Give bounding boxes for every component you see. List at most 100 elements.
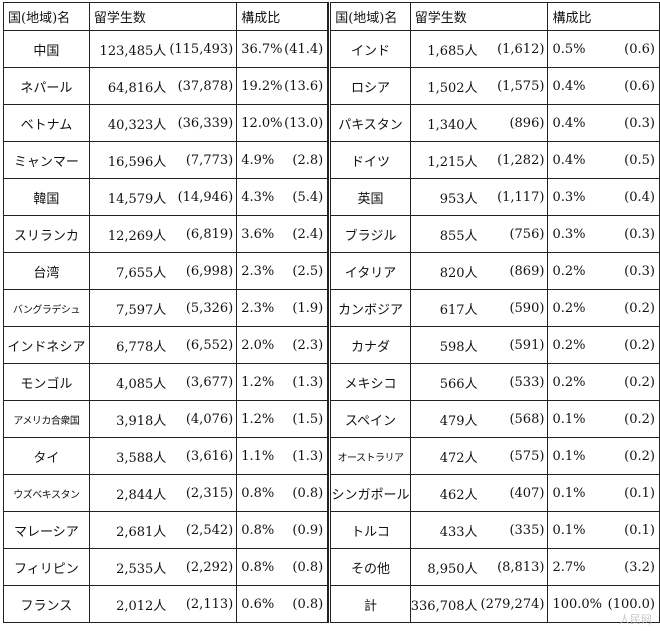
table-row: その他 8,950人 (8,813) 2.7% (3.2) [331,548,660,586]
table-row: 韓国 14,579人 (14,946) 4.3% (5.4) [3,178,329,216]
country-cell: インドネシア [3,326,90,364]
share-cell: 0.8% [236,474,283,512]
student-count-cell: 64,816人 [88,67,170,105]
share-cell: 0.1% [547,400,608,438]
table-row: 台湾 7,655人 (6,998) 2.3% (2.5) [3,252,329,290]
student-count-cell: 7,655人 [88,252,170,290]
table-row: ブラジル 855人 (756) 0.3% (0.3) [331,215,660,253]
country-cell: ミャンマー [3,141,90,179]
table-header-row: 国(地域)名 留学生数 構成比 [3,2,329,31]
share-cell: 2.3% [236,252,283,290]
country-cell: シンガポール [331,474,411,512]
previous-count-cell: (1,612) [480,30,549,68]
student-count-cell: 40,323人 [88,104,170,142]
previous-share-cell: (0.8) [282,585,329,623]
header-share-blank [282,2,329,31]
share-cell: 4.3% [236,178,283,216]
header-country: 国(地域)名 [331,2,411,31]
previous-share-cell: (0.6) [607,67,660,105]
country-cell: イタリア [331,252,411,290]
student-count-cell: 2,681人 [88,511,170,549]
country-cell: トルコ [331,511,411,549]
previous-share-cell: (2.5) [282,252,329,290]
table-row: パキスタン 1,340人 (896) 0.4% (0.3) [331,104,660,142]
previous-share-cell: (0.4) [607,178,660,216]
previous-count-cell: (2,292) [169,548,238,586]
country-cell: インド [331,30,411,68]
student-count-cell: 336,708人 [409,585,481,623]
table-row: スリランカ 12,269人 (6,819) 3.6% (2.4) [3,215,329,253]
previous-count-cell: (407) [480,474,549,512]
previous-share-cell: (41.4) [282,30,329,68]
share-cell: 0.2% [547,363,608,401]
country-cell: ブラジル [331,215,411,253]
table-row: トルコ 433人 (335) 0.1% (0.1) [331,511,660,549]
table-row: フランス 2,012人 (2,113) 0.6% (0.8) [3,585,329,623]
country-cell: ネパール [3,67,90,105]
share-cell: 0.5% [547,30,608,68]
share-cell: 0.8% [236,511,283,549]
student-count-cell: 617人 [409,289,481,327]
share-cell: 0.4% [547,141,608,179]
student-count-cell: 3,918人 [88,400,170,438]
table-row: モンゴル 4,085人 (3,677) 1.2% (1.3) [3,363,329,401]
table-row: ベトナム 40,323人 (36,339) 12.0% (13.0) [3,104,329,142]
student-count-cell: 820人 [409,252,481,290]
share-cell: 12.0% [236,104,283,142]
country-cell: 台湾 [3,252,90,290]
table-row: 中国 123,485人 (115,493) 36.7% (41.4) [3,30,329,68]
previous-count-cell: (3,677) [169,363,238,401]
student-count-cell: 479人 [409,400,481,438]
table-row: アメリカ合衆国 3,918人 (4,076) 1.2% (1.5) [3,400,329,438]
previous-count-cell: (1,117) [480,178,549,216]
previous-share-cell: (2.8) [282,141,329,179]
share-cell: 0.8% [236,548,283,586]
previous-share-cell: (0.8) [282,548,329,586]
country-cell: メキシコ [331,363,411,401]
previous-count-cell: (8,813) [480,548,549,586]
header-country: 国(地域)名 [3,2,90,31]
previous-share-cell: (2.3) [282,326,329,364]
table-row: マレーシア 2,681人 (2,542) 0.8% (0.9) [3,511,329,549]
share-cell: 36.7% [236,30,283,68]
previous-share-cell: (13.6) [282,67,329,105]
share-cell: 2.0% [236,326,283,364]
right-table: 国(地域)名 留学生数 構成比 インド 1,685人 (1,612) 0.5% (0.6… [331,2,660,623]
previous-share-cell: (100.0) [607,585,660,623]
previous-share-cell: (0.8) [282,474,329,512]
left-table-panel: 国(地域)名 留学生数 構成比 中国 123,485人 (115,493) 36.7%… [3,2,332,623]
header-count: 留学生数 [409,2,481,31]
previous-count-cell: (6,552) [169,326,238,364]
table-row: ミャンマー 16,596人 (7,773) 4.9% (2.8) [3,141,329,179]
previous-share-cell: (0.1) [607,511,660,549]
country-cell: その他 [331,548,411,586]
previous-share-cell: (0.2) [607,289,660,327]
previous-share-cell: (1.3) [282,437,329,475]
previous-count-cell: (575) [480,437,549,475]
share-cell: 0.1% [547,437,608,475]
previous-share-cell: (5.4) [282,178,329,216]
previous-share-cell: (0.9) [282,511,329,549]
table-row: ロシア 1,502人 (1,575) 0.4% (0.6) [331,67,660,105]
previous-count-cell: (2,113) [169,585,238,623]
student-count-cell: 953人 [409,178,481,216]
previous-count-cell: (6,998) [169,252,238,290]
watermark: 人民网 [619,613,652,626]
country-cell: カンボジア [331,289,411,327]
table-row: カンボジア 617人 (590) 0.2% (0.2) [331,289,660,327]
share-cell: 3.6% [236,215,283,253]
country-cell: ドイツ [331,141,411,179]
country-cell: ベトナム [3,104,90,142]
previous-share-cell: (0.3) [607,104,660,142]
previous-count-cell: (533) [480,363,549,401]
table-row: インド 1,685人 (1,612) 0.5% (0.6) [331,30,660,68]
student-count-cell: 462人 [409,474,481,512]
share-cell: 1.2% [236,363,283,401]
student-count-cell: 123,485人 [88,30,170,68]
country-cell: ロシア [331,67,411,105]
table-row: イタリア 820人 (869) 0.2% (0.3) [331,252,660,290]
previous-count-cell: (4,076) [169,400,238,438]
right-table-panel: 国(地域)名 留学生数 構成比 インド 1,685人 (1,612) 0.5% (0.6… [331,2,660,623]
student-count-cell: 855人 [409,215,481,253]
previous-count-cell: (7,773) [169,141,238,179]
